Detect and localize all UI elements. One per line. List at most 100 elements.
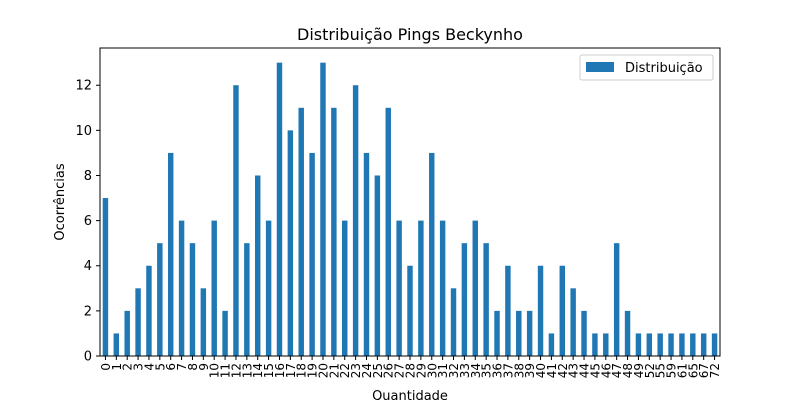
bar-38 [516, 310, 522, 356]
x-tick-label: 61 [675, 363, 689, 378]
bar-43 [570, 288, 576, 356]
bar-24 [363, 152, 370, 356]
x-tick-label: 21 [327, 363, 341, 378]
x-tick-label: 32 [447, 363, 461, 378]
bar-19 [309, 152, 315, 356]
x-tick-label: 37 [501, 363, 515, 378]
y-tick-label: 10 [75, 124, 92, 139]
x-tick-label: 31 [436, 363, 450, 378]
bar-67 [700, 333, 707, 356]
bar-5 [157, 243, 163, 356]
bar-15 [265, 220, 272, 356]
bar-39 [526, 310, 533, 356]
bar-26 [385, 107, 391, 357]
x-tick-label: 44 [578, 363, 592, 378]
x-tick-label: 46 [599, 363, 613, 378]
x-tick-label: 43 [567, 363, 581, 378]
x-tick-label: 29 [414, 363, 428, 378]
bar-33 [461, 243, 468, 356]
bar-36 [494, 310, 500, 356]
x-tick-label: 35 [480, 363, 494, 378]
x-tick-label: 48 [621, 363, 635, 378]
x-tick-label: 47 [610, 363, 624, 378]
x-tick-label: 49 [632, 363, 646, 378]
bar-27 [396, 220, 402, 356]
bar-65 [690, 333, 696, 356]
x-tick-label: 67 [697, 363, 711, 378]
x-tick-label: 33 [458, 363, 472, 378]
x-tick-label: 26 [382, 363, 396, 378]
bar-4 [146, 265, 152, 356]
bar-55 [657, 333, 663, 356]
bar-1 [113, 333, 120, 356]
x-tick-label: 40 [534, 363, 548, 378]
x-axis-label: Quantidade [372, 389, 448, 400]
x-tick-label: 2 [121, 363, 135, 371]
bar-32 [450, 288, 457, 356]
bar-31 [439, 220, 446, 356]
x-tick-label: 17 [284, 363, 298, 378]
bar-13 [244, 243, 250, 356]
x-tick-label: 15 [262, 363, 276, 378]
x-tick-label: 55 [654, 363, 668, 378]
bar-2 [124, 310, 130, 356]
y-tick-label: 4 [84, 259, 92, 274]
bar-22 [342, 220, 348, 356]
y-axis: 0 2 4 6 8 10 12 [75, 79, 100, 365]
bar-25 [374, 175, 381, 356]
x-tick-label: 30 [425, 363, 439, 378]
x-tick-label: 5 [153, 363, 167, 371]
x-tick-label: 28 [404, 363, 418, 378]
x-tick-label: 19 [306, 363, 320, 378]
bar-48 [624, 310, 631, 356]
x-tick-label: 3 [132, 363, 146, 371]
x-tick-label: 25 [371, 363, 385, 378]
bar-52 [646, 333, 653, 356]
x-tick-label: 38 [512, 363, 526, 378]
bar-49 [635, 333, 642, 356]
x-tick-label: 6 [164, 363, 178, 371]
bar-34 [472, 220, 478, 356]
bar-17 [287, 130, 294, 356]
x-tick-label: 1 [110, 363, 124, 371]
bar-37 [505, 265, 511, 356]
bar-8 [189, 243, 196, 356]
x-tick-label: 13 [240, 363, 254, 378]
x-tick-label: 4 [142, 363, 156, 371]
bar-18 [298, 107, 304, 357]
x-tick-label: 39 [523, 363, 537, 378]
x-tick-label: 7 [175, 363, 189, 371]
bar-6 [167, 152, 174, 356]
bar-12 [233, 85, 239, 356]
bar-20 [320, 62, 326, 357]
y-tick-label: 0 [84, 350, 92, 365]
x-tick-label: 36 [491, 363, 505, 378]
bar-21 [331, 107, 337, 357]
x-tick-label: 18 [295, 363, 309, 378]
legend-swatch [586, 62, 614, 72]
bar-28 [407, 265, 413, 356]
bar-3 [135, 288, 141, 356]
legend: Distribuição [579, 54, 714, 81]
bar-45 [592, 333, 598, 356]
y-tick-label: 12 [75, 79, 92, 94]
x-tick-label: 12 [229, 363, 243, 378]
bar-29 [418, 220, 424, 356]
x-tick-label: 16 [273, 363, 287, 378]
legend-box [579, 54, 714, 81]
bar-59 [668, 333, 674, 356]
x-tick-label: 8 [186, 363, 200, 371]
bar-47 [613, 243, 620, 356]
x-axis: 0123456789101112131415161718192021222324… [99, 356, 722, 378]
bar-42 [559, 265, 565, 356]
x-tick-label: 45 [588, 363, 602, 378]
chart-title: Distribuição Pings Beckynho [297, 25, 523, 44]
y-tick-label: 6 [84, 214, 92, 229]
x-tick-label: 59 [665, 363, 679, 378]
bar-9 [200, 288, 207, 356]
x-tick-label: 22 [338, 363, 352, 378]
x-tick-label: 42 [556, 363, 570, 378]
bar-10 [211, 220, 217, 356]
bar-40 [537, 265, 544, 356]
bar-72 [711, 333, 718, 356]
